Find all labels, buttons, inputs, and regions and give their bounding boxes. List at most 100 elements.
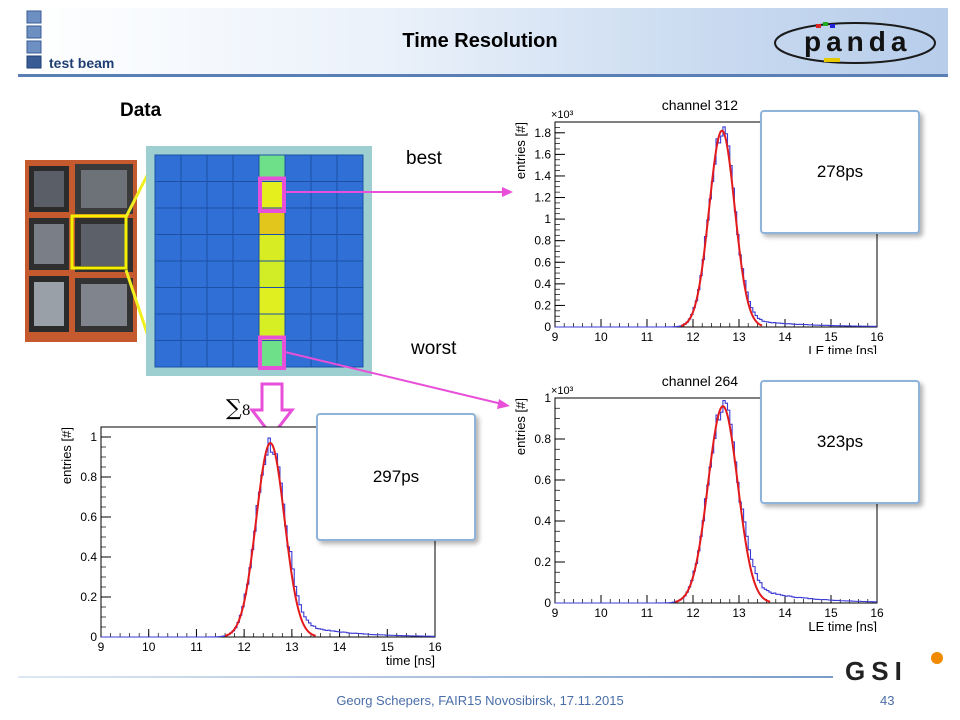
pixel-cell	[336, 340, 364, 368]
pixel-cell	[336, 313, 364, 341]
pixel-cell	[154, 260, 182, 288]
y-tick-label: 1	[544, 212, 551, 226]
pixel-cell	[180, 340, 208, 368]
page-number: 43	[880, 693, 895, 708]
y-axis-label: entries [#]	[59, 427, 74, 484]
worst-connector-arrowhead	[497, 399, 510, 409]
sum-index: 8	[241, 403, 251, 419]
panda-logo: panda	[770, 18, 940, 68]
x-tick-label: 15	[824, 606, 838, 620]
x-tick-label: 10	[142, 640, 156, 654]
pixel-cell	[310, 313, 338, 341]
gaussian-fit-curve	[680, 129, 763, 327]
pixel-cell	[180, 287, 208, 315]
pixel-cell	[180, 313, 208, 341]
pixel-cell	[232, 260, 260, 288]
sum-down-arrow	[248, 382, 296, 439]
y-tick-label: 0.4	[534, 277, 551, 291]
pixel-cell	[180, 181, 208, 209]
y-tick-label: 0.6	[534, 255, 551, 269]
x-tick-label: 10	[594, 330, 608, 344]
pixel-cell	[258, 260, 286, 288]
pixel-cell	[336, 234, 364, 262]
pixel-cell	[310, 287, 338, 315]
y-tick-label: 0.6	[534, 473, 551, 487]
x-tick-label: 14	[778, 606, 792, 620]
x-tick-label: 16	[428, 640, 442, 654]
pixel-cell	[232, 234, 260, 262]
x-tick-label: 12	[237, 640, 251, 654]
header-band	[18, 8, 948, 74]
x-tick-label: 12	[686, 330, 700, 344]
y-tick-label: 1	[90, 430, 97, 444]
y-tick-label: 1.4	[534, 169, 551, 183]
x-tick-label: 9	[552, 330, 559, 344]
sum-resolution-box: 297ps	[316, 413, 476, 541]
data-label: Data	[120, 100, 162, 121]
best-channel-highlight	[258, 176, 286, 213]
best-resolution-box: 278ps	[760, 110, 920, 234]
pixel-cell	[284, 260, 312, 288]
chart-title: channel 264	[662, 373, 739, 389]
histogram-series	[101, 437, 435, 638]
y-tick-label: 0.4	[534, 514, 551, 528]
panda-logo-text: panda	[804, 26, 912, 57]
pixel-cell	[232, 313, 260, 341]
pixel-cell	[336, 181, 364, 209]
x-tick-label: 15	[824, 330, 838, 344]
pixel-cell	[206, 154, 234, 182]
x-tick-label: 16	[870, 330, 884, 344]
x-tick-label: 12	[686, 606, 700, 620]
y-tick-label: 0.2	[80, 590, 97, 604]
x-tick-label: 14	[333, 640, 347, 654]
footer-divider	[18, 676, 833, 678]
x-tick-label: 14	[778, 330, 792, 344]
y-tick-label: 1	[544, 391, 551, 405]
y-tick-label: 0.8	[534, 234, 551, 248]
section-subtitle: test beam	[49, 55, 115, 71]
pixel-cell	[310, 234, 338, 262]
pixel-cell	[232, 154, 260, 182]
x-tick-label: 11	[641, 606, 654, 620]
y-tick-label: 1.6	[534, 147, 551, 161]
pixel-cell	[154, 340, 182, 368]
gaussian-fit-curve	[224, 442, 316, 637]
pixel-cell	[232, 207, 260, 235]
header-divider	[18, 74, 948, 77]
y-tick-label: 0	[90, 630, 97, 644]
pixel-map	[146, 146, 372, 376]
y-multiplier: ×10³	[551, 385, 574, 397]
worst-resolution-box: 323ps	[760, 380, 920, 504]
x-tick-label: 13	[285, 640, 299, 654]
gsi-logo-graphic	[931, 652, 943, 664]
y-axis-label: entries [#]	[513, 398, 528, 455]
gsi-logo: GSI	[845, 650, 945, 686]
y-axis-label: entries [#]	[513, 122, 528, 179]
worst-label: worst	[411, 338, 457, 359]
y-tick-label: 1.2	[534, 191, 551, 205]
pixel-cell	[232, 340, 260, 368]
pixel-cell	[232, 287, 260, 315]
y-tick-label: 0.8	[534, 432, 551, 446]
worst-connector-line	[284, 351, 503, 405]
pixel-cell	[284, 181, 312, 209]
x-tick-label: 13	[732, 606, 746, 620]
pixel-cell	[154, 234, 182, 262]
y-tick-label: 0.2	[534, 555, 551, 569]
x-tick-label: 13	[732, 330, 746, 344]
slide-icon	[26, 10, 42, 69]
y-tick-label: 0.2	[534, 298, 551, 312]
pixel-cell	[310, 260, 338, 288]
pixel-cell	[232, 181, 260, 209]
x-tick-label: 15	[381, 640, 395, 654]
y-tick-label: 0.4	[80, 550, 97, 564]
pixel-cell	[206, 313, 234, 341]
chart-title: channel 312	[662, 97, 739, 113]
x-tick-label: 11	[190, 640, 203, 654]
x-axis-label: time [ns]	[386, 653, 435, 668]
slide-title: Time Resolution	[402, 30, 558, 52]
y-tick-label: 0	[544, 320, 551, 334]
best-connector-arrowhead	[502, 187, 513, 197]
x-tick-label: 9	[552, 606, 559, 620]
